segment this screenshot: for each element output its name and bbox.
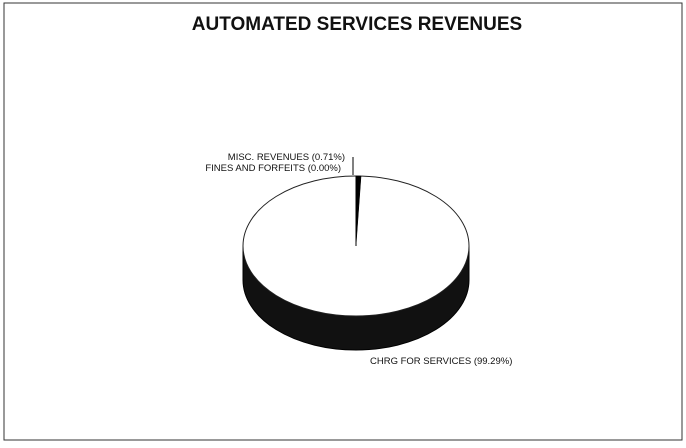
label-fines-and-forfeits: FINES AND FORFEITS (0.00%) (205, 163, 341, 174)
chart-border (3, 2, 683, 441)
label-chrg-for-services: CHRG FOR SERVICES (99.29%) (370, 356, 512, 367)
chart-title: AUTOMATED SERVICES REVENUES (192, 14, 522, 35)
label-misc-revenues: MISC. REVENUES (0.71%) (228, 152, 345, 163)
